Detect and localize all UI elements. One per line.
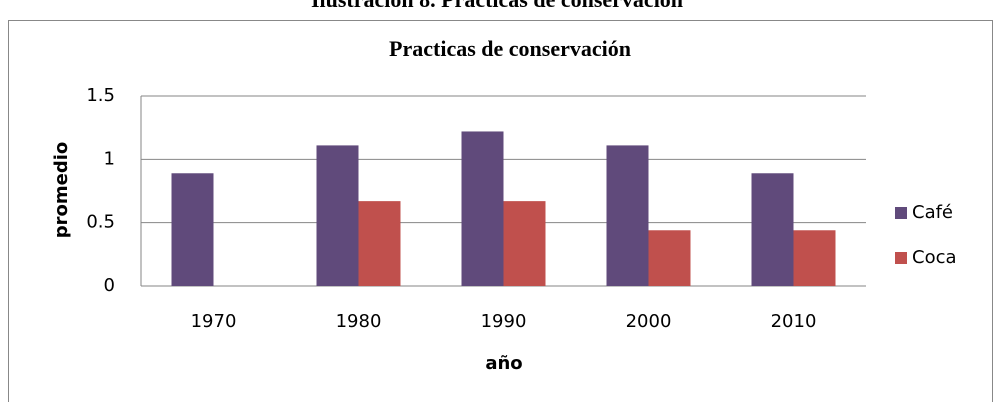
x-tick-label: 1980 (336, 311, 382, 332)
x-tick-label: 1970 (191, 311, 237, 332)
bar (793, 230, 836, 286)
legend-label: Café (912, 202, 953, 223)
y-axis-label: promedio (51, 142, 72, 239)
y-tick-label: 1 (104, 148, 115, 169)
bar (358, 201, 401, 286)
caption: Ilustración 8. Practicas de conservación (311, 0, 683, 12)
legend-swatch (895, 252, 907, 264)
bar (606, 145, 649, 286)
legend-swatch (895, 207, 907, 219)
caption-bg (300, 0, 694, 19)
chart-title: Practicas de conservación (389, 36, 631, 61)
x-tick-label: 2000 (626, 311, 672, 332)
bar (751, 173, 794, 286)
bar (503, 201, 546, 286)
bar (171, 173, 214, 286)
bar (461, 131, 504, 286)
x-axis-label: año (485, 353, 522, 374)
bar (648, 230, 691, 286)
bar (316, 145, 359, 286)
y-tick-label: 1.5 (86, 85, 115, 106)
legend-label: Coca (912, 247, 957, 268)
x-tick-label: 2010 (771, 311, 817, 332)
x-tick-label: 1990 (481, 311, 527, 332)
y-tick-label: 0 (104, 275, 115, 296)
y-tick-label: 0.5 (86, 212, 115, 233)
